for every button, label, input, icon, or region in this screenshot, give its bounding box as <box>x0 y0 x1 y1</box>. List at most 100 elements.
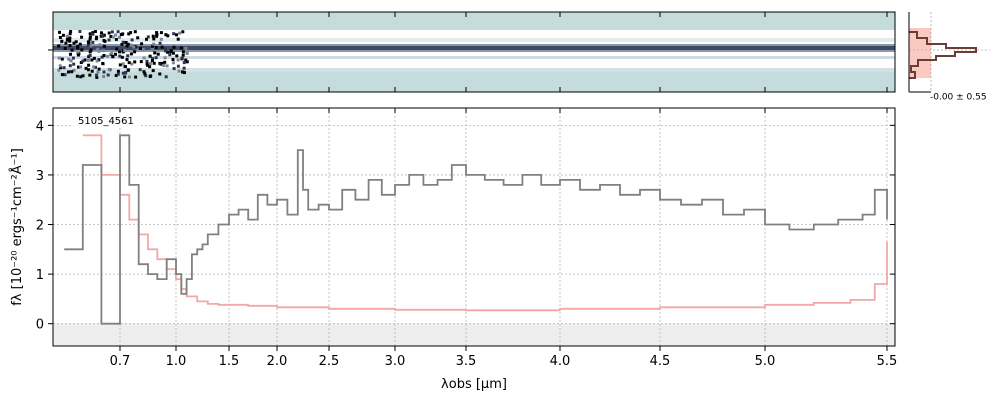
trace-pixel <box>142 56 146 60</box>
x-tick-label: 2.5 <box>319 354 340 369</box>
trace-pixel <box>133 50 137 54</box>
trace-pixel <box>80 35 84 39</box>
trace-pixel <box>175 33 178 37</box>
trace-pixel <box>88 35 92 39</box>
trace-pixel <box>135 48 139 52</box>
trace-pixel <box>164 33 168 37</box>
trace-pixel <box>58 64 62 68</box>
trace-pixel <box>92 56 96 60</box>
y-tick-label: 3 <box>36 169 44 184</box>
trace-pixel <box>106 73 110 77</box>
trace-pixel <box>63 73 67 77</box>
trace-pixel <box>162 64 166 67</box>
trace-pixel <box>153 51 157 55</box>
trace-pixel <box>177 69 181 73</box>
trace-pixel <box>145 37 148 41</box>
x-tick-label: 1.0 <box>166 354 187 369</box>
histogram-stats-label: -0.00 ± 0.55 <box>930 93 987 103</box>
trace-pixel <box>78 30 82 33</box>
y-tick-label: 2 <box>36 219 44 234</box>
trace-pixel <box>89 44 93 48</box>
trace-pixel <box>171 51 175 55</box>
y-tick-label: 1 <box>36 268 44 283</box>
trace-pixel <box>148 62 152 66</box>
trace-pixel <box>101 49 105 53</box>
trace-pixel <box>90 58 94 62</box>
trace-pixel <box>159 31 163 35</box>
trace-pixel <box>58 30 61 34</box>
trace-pixel <box>68 32 72 36</box>
trace-pixel <box>76 46 80 50</box>
trace-pixel <box>121 50 125 54</box>
trace-pixel <box>166 34 170 38</box>
trace-pixel <box>76 53 80 57</box>
trace-pixel <box>70 48 74 52</box>
trace-pixel <box>118 54 122 58</box>
trace-pixel <box>179 46 183 50</box>
trace-pixel <box>151 44 155 48</box>
trace-pixel <box>127 61 131 65</box>
trace-pixel <box>118 35 121 39</box>
trace-pixel <box>96 47 100 51</box>
trace-core <box>53 46 895 50</box>
histogram-panel: -0.00 ± 0.55 <box>908 12 990 103</box>
trace-pixel <box>86 43 90 47</box>
x-axis-title: λobs [μm] <box>441 377 507 392</box>
trace-pixel <box>69 52 72 56</box>
trace-pixel <box>88 54 92 57</box>
trace-pixel <box>151 34 155 38</box>
trace-pixel <box>71 56 75 60</box>
trace-pixel <box>69 30 73 33</box>
trace-pixel <box>155 33 159 37</box>
object-id-label: 5105_4561 <box>78 116 134 127</box>
trace-pixel <box>86 40 90 44</box>
trace-pixel <box>68 44 72 47</box>
trace-pixel <box>57 44 61 48</box>
trace-pixel <box>144 74 148 78</box>
trace-pixel <box>100 31 103 35</box>
trace-pixel <box>79 65 83 69</box>
x-tick-label: 0.7 <box>110 354 131 369</box>
x-tick-label: 4.5 <box>650 354 671 369</box>
trace-pixel <box>168 53 172 57</box>
trace-pixel <box>57 68 61 72</box>
trace-pixel <box>78 42 82 46</box>
trace-pixel <box>126 68 130 72</box>
trace-pixel <box>181 53 185 57</box>
trace-pixel <box>160 45 164 49</box>
trace-pixel <box>115 47 119 51</box>
trace-pixel <box>172 67 176 71</box>
trace-pixel <box>68 64 72 68</box>
trace-pixel <box>152 61 156 65</box>
trace-pixel <box>123 75 127 79</box>
trace-pixel <box>88 73 92 77</box>
trace-pixel <box>110 51 114 55</box>
trace-pixel <box>114 33 118 37</box>
trace-pixel <box>72 62 76 66</box>
trace-pixel <box>178 31 182 35</box>
y-axis-title: fλ [10⁻²⁰ ergs⁻¹cm⁻²Å⁻¹] <box>9 148 25 306</box>
spectrum-1d-ticks <box>48 108 895 351</box>
zero-error-band <box>53 323 895 346</box>
trace-pixel <box>88 37 92 41</box>
trace-pixel <box>72 68 76 72</box>
trace-pixel <box>92 65 96 69</box>
trace-pixel <box>150 48 154 52</box>
spectrum-2d-panel <box>48 11 896 93</box>
trace-pixel <box>107 68 111 71</box>
trace-pixel <box>163 60 167 64</box>
trace-pixel <box>145 59 149 63</box>
trace-pixel <box>143 72 147 76</box>
trace-pixel <box>181 50 185 54</box>
trace-pixel <box>58 36 62 39</box>
trace-pixel <box>83 58 87 62</box>
trace-pixel <box>152 37 156 41</box>
trace-pixel <box>62 66 66 70</box>
trace-pixel <box>152 42 156 46</box>
trace-pixel <box>184 58 188 62</box>
trace-pixel <box>120 42 124 46</box>
trace-row <box>53 56 895 59</box>
x-tick-labels: 0.7 1.0 1.5 2.0 2.5 3.0 3.5 4.0 4.5 5.0 5.5 <box>110 354 898 369</box>
trace-pixel <box>79 75 83 79</box>
